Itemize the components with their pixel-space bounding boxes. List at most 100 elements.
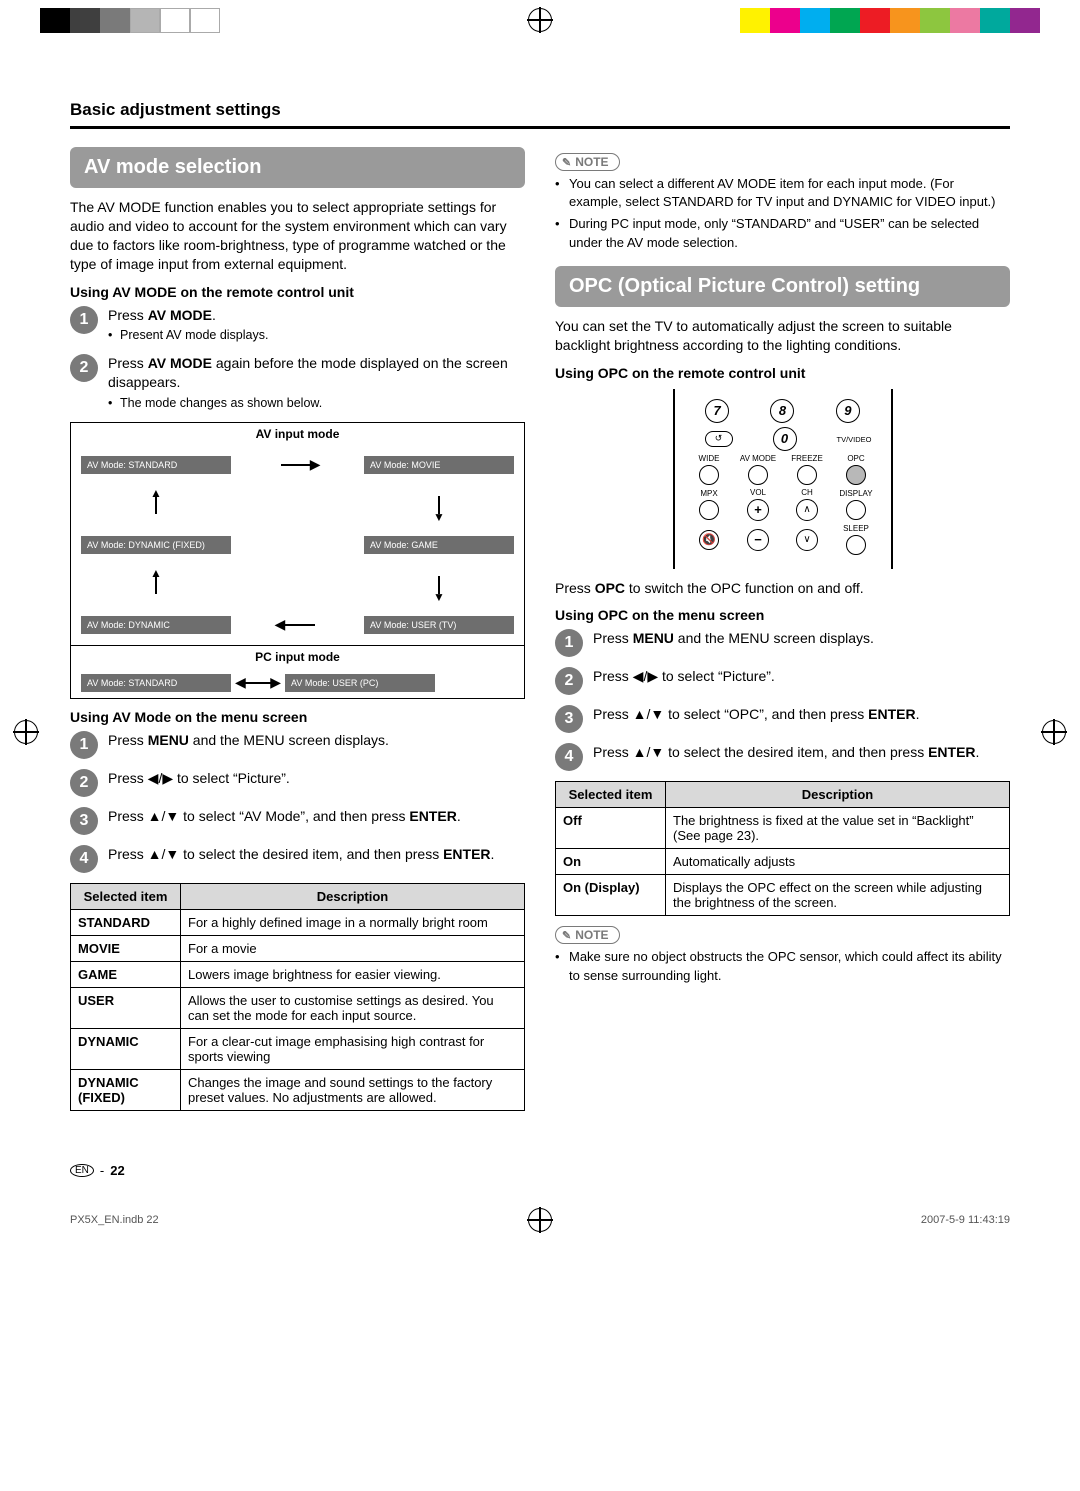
diag-box: AV Mode: STANDARD [81,674,231,692]
section-header: Basic adjustment settings [70,100,1010,129]
step-number: 4 [555,743,583,771]
table-header: Selected item [556,782,666,808]
swatch [950,8,980,33]
swatch [70,8,100,33]
table-header: Description [666,782,1010,808]
step-number: 2 [555,667,583,695]
page-num: 22 [110,1163,124,1178]
step-row: 4 Press ▲/▼ to select the desired item, … [70,845,525,873]
opc-press-text: Press OPC to switch the OPC function on … [555,579,1010,598]
step-row: 1 Press MENU and the MENU screen display… [70,731,525,759]
registration-mark-icon [1042,720,1066,744]
swatch [1010,8,1040,33]
step-row: 3 Press ▲/▼ to select “AV Mode”, and the… [70,807,525,835]
step-body: Press ◀/▶ to select “Picture”. [593,667,775,686]
remote-btn-opc [846,465,866,485]
page-number: EN - 22 [70,1163,125,1178]
av-mode-table: Selected item Description STANDARD For a… [70,883,525,1111]
table-cell: Allows the user to customise settings as… [181,987,525,1028]
step-row: 4 Press ▲/▼ to select the desired item, … [555,743,1010,771]
av-mode-diagram: AV input mode AV Mode: STANDARD AV Mode:… [70,422,525,699]
step-body: Press ▲/▼ to select the desired item, an… [108,845,494,864]
av-intro: The AV MODE function enables you to sele… [70,198,525,274]
remote-key: 0 [773,427,797,451]
table-cell: MOVIE [71,935,181,961]
arrow-up-icon [155,496,157,514]
step-row: 3 Press ▲/▼ to select “OPC”, and then pr… [555,705,1010,733]
step-row: 2 Press ◀/▶ to select “Picture”. [70,769,525,797]
print-marks [0,0,1080,40]
av-sub2: Using AV Mode on the menu screen [70,709,525,725]
list-item: Make sure no object obstructs the OPC se… [555,948,1010,984]
text: Press [555,580,595,596]
remote-btn [699,500,719,520]
arrow-bidir-icon [241,682,275,684]
remote-btn [846,535,866,555]
swatch [830,8,860,33]
table-cell: Lowers image brightness for easier viewi… [181,961,525,987]
footer-file: PX5X_EN.indb 22 [70,1214,159,1226]
color-swatches-left [40,8,220,33]
table-cell: Off [556,808,666,849]
arrow-right-icon [281,464,315,466]
diag-box: AV Mode: STANDARD [81,456,231,474]
remote-diagram: 7 8 9 ↺ 0 TV/VIDEO WIDE AV MODE FREEZE O… [673,389,893,569]
remote-label: TV/VIDEO [837,436,861,444]
table-row: On Automatically adjusts [556,849,1010,875]
arrow-left-icon [281,624,315,626]
swatch [800,8,830,33]
table-cell: On (Display) [556,875,666,916]
step-row: 2 Press AV MODE again before the mode di… [70,354,525,412]
swatch [890,8,920,33]
opc-table: Selected item Description Off The bright… [555,781,1010,916]
diag-box: AV Mode: MOVIE [364,456,514,474]
registration-mark-icon [528,1208,552,1232]
arrow-down-icon [438,496,440,514]
swatch [860,8,890,33]
step-body: Press AV MODE. Present AV mode displays. [108,306,268,345]
table-cell: For a clear-cut image emphasising high c… [181,1028,525,1069]
av-mode-heading: AV mode selection [70,147,525,188]
step-body: Press ▲/▼ to select “OPC”, and then pres… [593,705,920,724]
swatch [770,8,800,33]
diagram-title: PC input mode [71,646,524,668]
step-bullet: The mode changes as shown below. [108,395,525,412]
table-cell: Changes the image and sound settings to … [181,1069,525,1110]
swatch [160,8,190,33]
table-cell: GAME [71,961,181,987]
step-number: 1 [555,629,583,657]
opc-sub1: Using OPC on the remote control unit [555,365,1010,381]
swatch [920,8,950,33]
remote-label: OPC [847,455,864,463]
remote-vol-down: − [747,529,769,551]
remote-label: VOL [750,489,766,497]
table-row: Off The brightness is fixed at the value… [556,808,1010,849]
diag-box: AV Mode: USER (TV) [364,616,514,634]
table-cell: STANDARD [71,909,181,935]
opc-heading: OPC (Optical Picture Control) setting [555,266,1010,307]
text: OPC [595,580,625,596]
diag-box: AV Mode: GAME [364,536,514,554]
list-item: You can select a different AV MODE item … [555,175,1010,211]
swatch [190,8,220,33]
swatch [100,8,130,33]
table-cell: On [556,849,666,875]
table-cell: USER [71,987,181,1028]
table-header: Description [181,883,525,909]
table-cell: The brightness is fixed at the value set… [666,808,1010,849]
left-column: AV mode selection The AV MODE function e… [70,147,525,1111]
table-row: STANDARD For a highly defined image in a… [71,909,525,935]
table-row: DYNAMIC For a clear-cut image emphasisin… [71,1028,525,1069]
note-label: NOTE [575,155,608,169]
table-cell: DYNAMIC (FIXED) [71,1069,181,1110]
registration-mark-icon [14,720,38,744]
step-number: 3 [70,807,98,835]
step-row: 1 Press MENU and the MENU screen display… [555,629,1010,657]
remote-label: FREEZE [791,455,823,463]
step-number: 1 [70,731,98,759]
footer-timestamp: 2007-5-9 11:43:19 [921,1214,1010,1226]
step-bullet: Present AV mode displays. [108,327,268,344]
swatch [740,8,770,33]
remote-flashback-key: ↺ [705,431,733,447]
step-number: 3 [555,705,583,733]
